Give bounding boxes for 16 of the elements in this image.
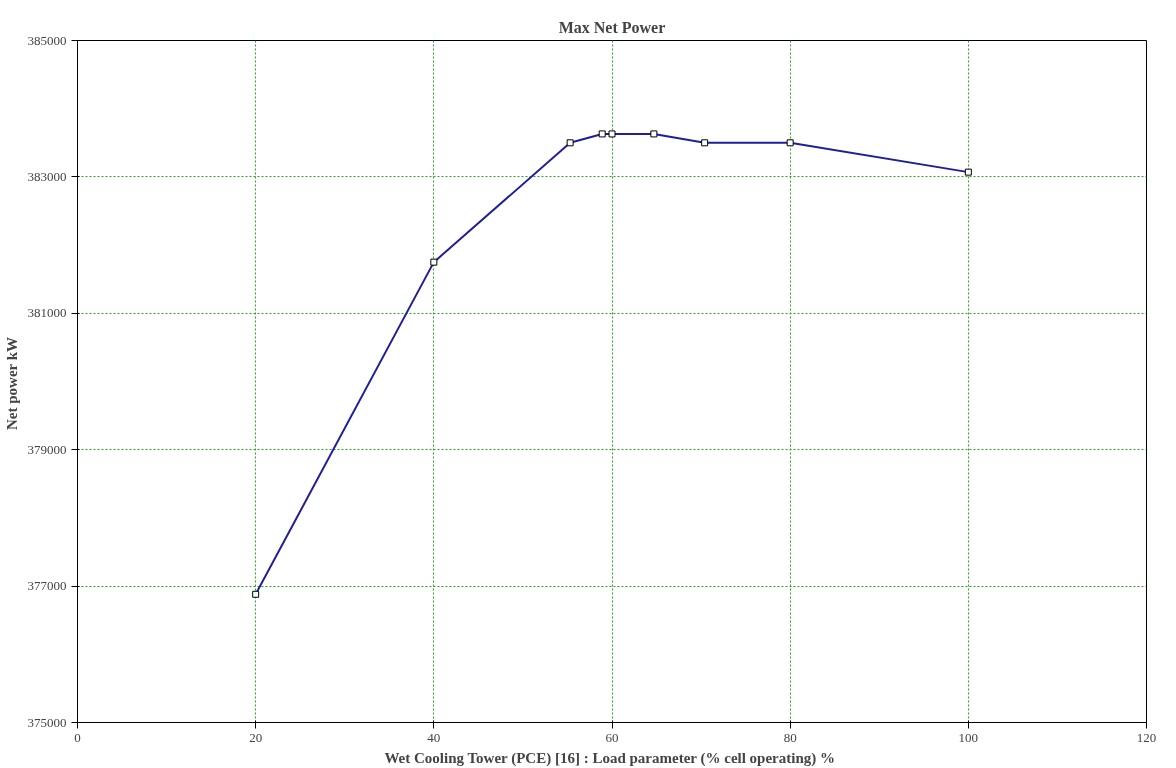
x-tick-label: 60 <box>605 729 619 745</box>
y-tick-label: 379000 <box>27 441 67 457</box>
x-tick-label: 0 <box>74 729 81 745</box>
y-tick-label: 381000 <box>27 305 67 321</box>
x-axis-title: Wet Cooling Tower (PCE) [16] : Load parameter (% cell operating) % <box>384 749 836 767</box>
chart-title: Max Net Power <box>558 18 666 36</box>
y-tick-label: 383000 <box>27 168 67 184</box>
x-tick-label: 20 <box>249 729 263 745</box>
y-axis-title: Net power kW <box>3 336 20 431</box>
y-tick-label: 385000 <box>27 32 67 48</box>
x-tick-label: 40 <box>427 729 441 745</box>
x-tick-label: 120 <box>1136 729 1157 745</box>
y-tick-label: 377000 <box>27 578 67 594</box>
x-tick-label: 80 <box>783 729 797 745</box>
y-tick-label: 375000 <box>27 714 67 730</box>
x-tick-label: 100 <box>958 729 979 745</box>
